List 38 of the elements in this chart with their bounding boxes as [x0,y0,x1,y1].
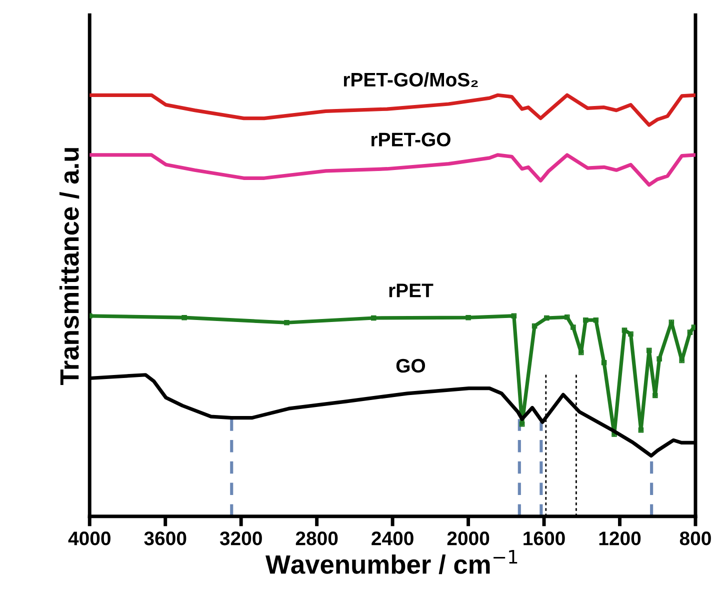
point [511,313,517,319]
point [628,331,634,337]
series-label: rPET-GO [371,132,450,146]
point [370,315,376,321]
point [622,328,628,333]
point [578,350,584,356]
x-tick-label: 800 [680,532,711,546]
x-tick-label: 1600 [524,532,565,546]
point [519,422,525,427]
point [601,360,607,366]
point [656,356,662,362]
x-axis-title: Wavenumber / cm$^{−1}$ [266,550,518,574]
x-tick-label: 2000 [447,532,490,546]
point [532,323,538,329]
x-tick-label: 4000 [68,532,110,546]
point [544,315,550,321]
x-tick-label: 2800 [296,532,338,546]
point [182,314,187,320]
point [466,314,471,320]
point [652,392,658,398]
point [593,317,599,323]
point [284,320,290,326]
point [583,317,588,323]
y-axis-title: Transmittance / a.u [59,148,80,385]
x-tick-label: 3200 [220,532,262,546]
point [668,320,674,325]
point [638,427,644,433]
series-label: rPET [389,284,434,298]
point [570,324,576,330]
point [564,314,570,320]
point [646,348,652,354]
point [679,358,684,364]
x-tick-label: 3600 [144,532,186,546]
point [687,330,693,335]
series-label: GO [396,358,426,373]
x-tick-label: 2400 [372,532,414,546]
x-tick-label: 1200 [599,532,641,546]
series-label: rPET-GO/MoS₂ [344,72,478,88]
